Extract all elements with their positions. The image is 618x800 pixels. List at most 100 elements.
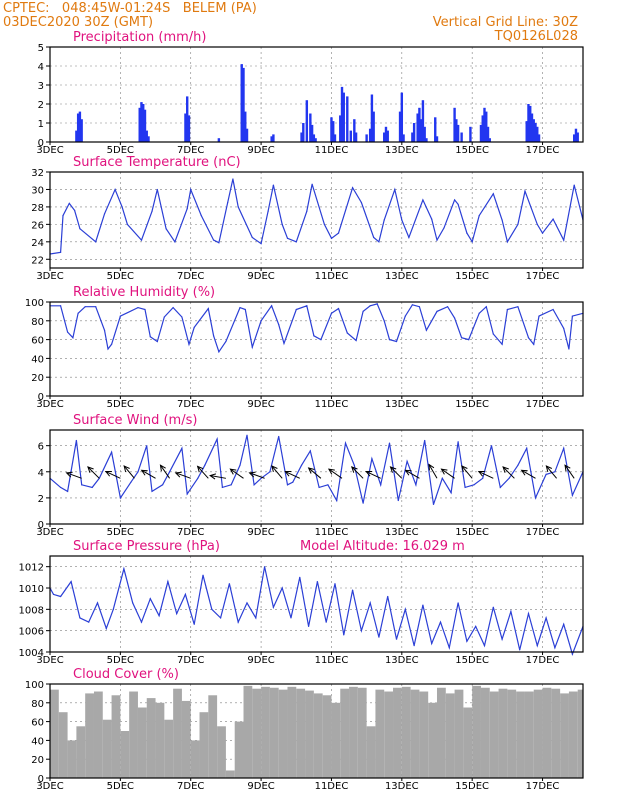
- wind-vector-head: [477, 470, 485, 477]
- temp-point: [165, 228, 167, 230]
- rh-point: [225, 340, 227, 343]
- rh-point: [163, 316, 165, 318]
- wind-vector-head: [389, 466, 397, 473]
- temp-point: [260, 242, 262, 245]
- wind-point: [432, 503, 435, 506]
- pres-point: [395, 638, 398, 640]
- wind-vector-head: [428, 463, 435, 471]
- pres-point: [88, 621, 90, 623]
- x-tick-label: 13DEC: [385, 271, 419, 282]
- wind-vector: [365, 471, 381, 479]
- precip-panel: Precipitation (mm/h) 0 1 2 3 4 5 3DEC 5DEC 7DEC 9D…: [36, 30, 584, 156]
- wind-point: [110, 451, 113, 453]
- wind-point: [482, 477, 484, 479]
- rh-point: [59, 305, 62, 307]
- rh-point: [395, 340, 398, 343]
- wind-title: Surface Wind (m/s): [73, 413, 197, 428]
- rh-point: [411, 304, 413, 306]
- wind-point: [380, 484, 382, 486]
- pres-point: [501, 638, 503, 640]
- rh-point: [313, 335, 315, 337]
- rh-point: [369, 305, 371, 307]
- precip-bar: [402, 134, 405, 142]
- rh-point: [207, 307, 209, 310]
- x-tick-label: 5DEC: [107, 145, 134, 156]
- x-tick-label: 17DEC: [526, 781, 560, 792]
- x-tick-label: 9DEC: [247, 399, 274, 410]
- pres-point: [105, 627, 107, 630]
- wind-frame: [49, 429, 584, 525]
- y-tick-label: 2: [38, 100, 44, 111]
- precip-bar: [330, 117, 333, 142]
- cloud-bar: [428, 702, 437, 778]
- y-tick-label: 1012: [19, 563, 44, 574]
- cloud-bar: [331, 702, 341, 778]
- temp-point: [295, 241, 297, 243]
- temp-panel: Surface Temperature (nC) 22 24 26 28 30 32 3DEC…: [31, 155, 584, 282]
- wind-vector: [328, 468, 343, 479]
- wind-point: [464, 486, 466, 489]
- pres-point: [545, 617, 547, 619]
- wind-vector: [461, 465, 473, 479]
- x-tick-label: 3DEC: [36, 271, 63, 282]
- temp-point: [174, 241, 176, 243]
- wind-point: [450, 492, 452, 494]
- temp-point: [563, 239, 565, 241]
- x-tick-label: 15DEC: [455, 527, 489, 538]
- pres-point: [483, 645, 486, 647]
- precip-bar: [481, 115, 484, 142]
- wind-vector-head: [564, 464, 571, 472]
- cloud-bar: [498, 688, 508, 778]
- cloud-bar: [357, 687, 367, 778]
- rh-point: [492, 333, 494, 335]
- rh-point: [552, 308, 554, 311]
- pres-point: [492, 606, 494, 608]
- pres-point: [536, 645, 538, 647]
- y-tick-label: 0: [38, 520, 44, 531]
- precip-bar: [184, 113, 187, 142]
- temp-point: [524, 190, 526, 192]
- precip-bar: [455, 119, 458, 142]
- pres-point: [149, 598, 151, 600]
- pres-point: [519, 649, 521, 651]
- wind-point: [137, 471, 139, 473]
- cloud-bar: [190, 740, 200, 778]
- y-tick-label: 26: [31, 220, 44, 231]
- x-tick-label: 9DEC: [247, 781, 274, 792]
- wind-vector-head: [209, 473, 217, 480]
- pres-point: [307, 625, 310, 628]
- pres-point: [448, 647, 450, 649]
- precip-bar: [310, 124, 314, 142]
- wind-point: [66, 490, 69, 492]
- precip-bar: [527, 104, 530, 142]
- wind-vector-head: [440, 468, 448, 475]
- wind-vector: [249, 472, 265, 479]
- pres-point: [360, 630, 362, 632]
- pres-point: [123, 568, 125, 570]
- rh-point: [383, 320, 385, 322]
- cloud-bar: [67, 740, 77, 778]
- wind-vector: [564, 464, 575, 479]
- cloud-bar: [85, 693, 94, 778]
- y-tick-label: 40: [31, 736, 44, 747]
- precip-bar: [332, 121, 335, 142]
- pres-panel: Surface Pressure (hPa) Model Altitude: 16…: [19, 539, 584, 666]
- temp-title: Surface Temperature (nC): [73, 155, 241, 170]
- cloud-bar: [120, 731, 130, 778]
- wind-point: [571, 494, 574, 496]
- temp-point: [251, 236, 253, 239]
- precip-bar: [368, 128, 372, 142]
- cloud-bar: [524, 691, 534, 778]
- rh-point: [212, 335, 215, 337]
- x-tick-label: 17DEC: [526, 527, 560, 538]
- wind-point: [545, 473, 547, 475]
- wind-point: [91, 486, 93, 489]
- x-tick-label: 11DEC: [315, 655, 349, 666]
- rh-point: [260, 320, 262, 322]
- pres-point: [79, 617, 81, 619]
- rh-point: [172, 307, 174, 309]
- precip-bar: [309, 113, 312, 142]
- precip-bar: [425, 138, 428, 142]
- rh-point: [362, 310, 364, 312]
- rh-point: [337, 307, 340, 310]
